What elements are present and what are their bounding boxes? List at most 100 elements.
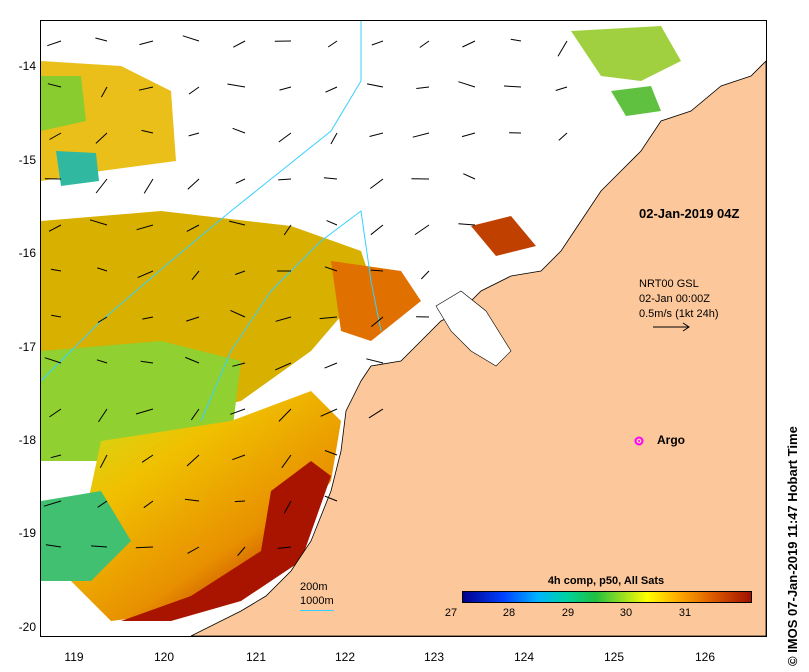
y-tick-label: -14: [18, 59, 36, 73]
current-vector: [96, 359, 108, 364]
sst-patch-warm-edge: [121, 461, 331, 621]
current-vector: [324, 495, 338, 502]
current-vector: [49, 132, 62, 140]
sst-colorbar: [462, 591, 752, 603]
isobath-200m-label: 200m: [300, 581, 328, 593]
current-vector: [95, 132, 108, 144]
current-vector: [458, 81, 476, 88]
current-vector: [95, 178, 108, 194]
isobath-legend-line: [300, 610, 334, 611]
current-vector: [462, 40, 476, 48]
current-vector: [279, 86, 292, 91]
current-vector: [237, 546, 246, 557]
sst-patch-south: [71, 391, 341, 621]
current-vector: [319, 316, 338, 320]
current-vector: [142, 316, 154, 320]
current-vector: [44, 357, 62, 364]
current-vector: [97, 316, 108, 323]
current-vector: [51, 314, 62, 318]
colorbar-tick: 31: [678, 607, 692, 619]
current-vector: [274, 362, 292, 371]
current-vector: [327, 40, 338, 48]
current-vector: [232, 454, 246, 461]
current-vector: [330, 132, 338, 145]
current-vector: [184, 498, 200, 502]
current-vector: [503, 85, 522, 88]
current-vector: [235, 178, 246, 184]
current-vector: [139, 40, 154, 46]
current-scale-arrow: [653, 322, 690, 332]
current-vector: [99, 454, 108, 469]
current-vector: [324, 266, 338, 272]
current-vector: [138, 86, 154, 91]
current-vector: [141, 129, 154, 134]
colorbar-tick: 29: [561, 607, 575, 619]
current-vector: [371, 40, 384, 46]
x-tick-label: 126: [694, 650, 716, 664]
sst-patch-northwest-green: [41, 76, 86, 131]
current-vector: [557, 40, 568, 57]
argo-marker[interactable]: [634, 436, 644, 446]
current-vector: [143, 500, 154, 509]
current-vectors: [43, 35, 568, 557]
isobath-200m: [200, 210, 382, 422]
current-vector: [325, 86, 338, 93]
current-vector: [326, 220, 338, 226]
current-vector: [50, 268, 62, 272]
current-vector: [186, 454, 200, 467]
current-vector: [370, 316, 384, 327]
current-vector: [136, 224, 154, 231]
current-vector: [420, 270, 430, 280]
x-tick-label: 122: [334, 650, 356, 664]
map-frame[interactable]: [40, 20, 767, 637]
y-tick-label: -20: [18, 620, 36, 634]
current-vector: [232, 362, 246, 367]
current-vector: [143, 178, 154, 194]
current-vector: [324, 450, 338, 456]
isobath-1000m: [41, 21, 362, 382]
x-tick-label: 123: [423, 650, 445, 664]
current-vector: [324, 362, 338, 369]
isobath-1000m-label: 1000m: [300, 595, 334, 607]
current-vector: [186, 316, 200, 322]
current-vector: [140, 360, 154, 364]
sst-patch-north-green: [611, 86, 661, 116]
current-vector: [323, 177, 338, 180]
current-vector: [45, 544, 62, 548]
x-tick-label: 124: [513, 650, 535, 664]
current-vector: [230, 408, 246, 415]
y-tick-label: -16: [18, 246, 36, 260]
current-vector: [227, 83, 246, 88]
imos-credit: © IMOS 07-Jan-2019 11:47 Hobart Time: [785, 426, 800, 666]
current-vector: [89, 219, 108, 226]
current-vector: [97, 267, 108, 272]
product-date: 02-Jan 00:00Z: [639, 293, 710, 305]
current-vector: [412, 132, 430, 138]
x-tick-label: 121: [245, 650, 267, 664]
current-vector: [416, 86, 430, 89]
sst-map: [41, 21, 766, 636]
current-vector: [234, 500, 246, 503]
current-vector: [190, 408, 200, 421]
current-vector: [232, 127, 246, 134]
current-vector: [49, 408, 62, 418]
current-vector: [458, 223, 476, 226]
isobaths: [41, 21, 382, 422]
current-vector: [278, 132, 292, 143]
y-tick-label: -17: [18, 340, 36, 354]
current-vector: [135, 546, 154, 549]
y-tick-label: -19: [18, 526, 36, 540]
current-vector: [278, 408, 292, 422]
current-vector: [283, 224, 292, 236]
map-timestamp: 02-Jan-2019 04Z: [639, 206, 740, 221]
current-vector: [278, 178, 292, 181]
sst-patch-northeast: [571, 26, 681, 81]
sst-field: [41, 26, 681, 621]
current-vector: [188, 86, 200, 95]
colorbar-title: 4h comp, p50, All Sats: [547, 575, 665, 587]
product-scale: 0.5m/s (1kt 24h): [639, 308, 719, 320]
current-vector: [48, 224, 62, 232]
current-vector: [97, 500, 108, 508]
current-vector: [135, 408, 154, 415]
current-vector: [182, 35, 200, 42]
